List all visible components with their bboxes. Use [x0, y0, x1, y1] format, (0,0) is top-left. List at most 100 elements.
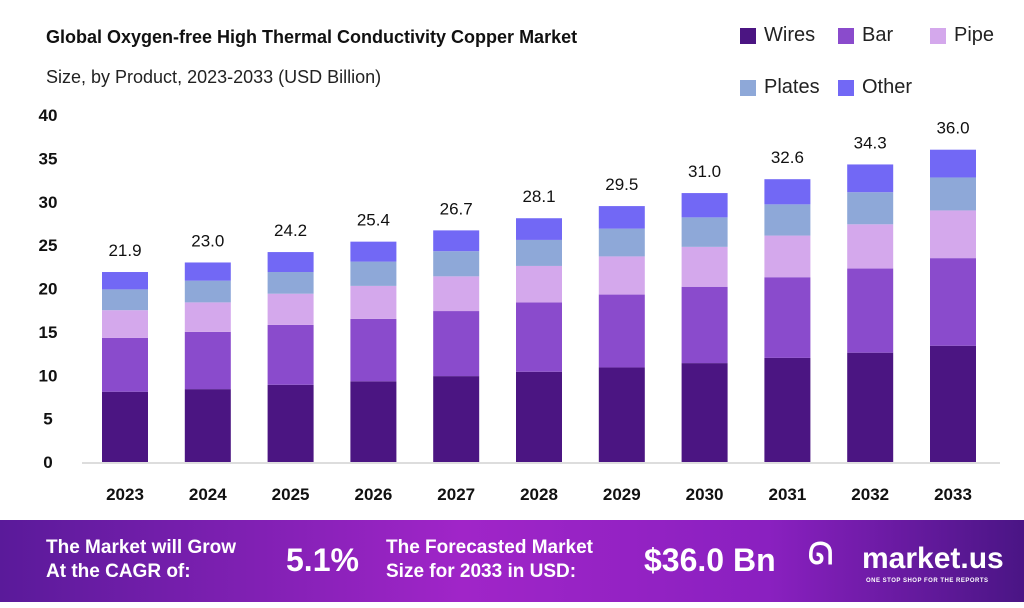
forecast-value: $36.0 Bn: [644, 542, 776, 578]
bar-segment-plates: [681, 217, 728, 247]
bar-segment-wires: [184, 389, 231, 462]
bar-segment-plates: [598, 228, 645, 257]
cagr-label: The Market will Grow At the CAGR of:: [46, 536, 236, 584]
legend-swatch: [838, 79, 854, 96]
bar-segment-pipe: [350, 285, 397, 319]
bar-segment-bar: [930, 258, 976, 346]
data-label-total: 21.9: [108, 241, 141, 260]
y-tick-label: 10: [39, 366, 58, 385]
bar-segment-bar: [184, 331, 231, 390]
x-tick-label: 2025: [272, 485, 310, 504]
bar-segment-bar: [516, 302, 562, 372]
chart-title: Global Oxygen-free High Thermal Conducti…: [46, 27, 578, 47]
bar-segment-plates: [930, 177, 976, 211]
bar-segment-pipe: [598, 256, 645, 295]
x-tick-label: 2023: [106, 485, 144, 504]
bar-segment-bar: [433, 311, 480, 377]
brand-logo-icon: ᘏ: [808, 538, 833, 571]
bar-segment-bar: [764, 277, 811, 358]
data-label-total: 31.0: [688, 162, 721, 181]
legend-item-other: Other: [838, 76, 912, 99]
bar-segment-other: [598, 206, 645, 229]
bar-segment-wires: [930, 345, 976, 462]
data-label-total: 36.0: [936, 119, 969, 138]
legend-item-bar: Bar: [838, 24, 893, 47]
bar-segment-plates: [764, 204, 811, 236]
y-tick-label: 5: [43, 410, 52, 429]
bar-segment-bar: [102, 337, 148, 392]
bar-segment-other: [764, 179, 811, 205]
x-tick-label: 2030: [686, 485, 724, 504]
bar-segment-wires: [764, 357, 811, 462]
y-tick-label: 15: [39, 323, 58, 342]
x-tick-label: 2033: [934, 485, 972, 504]
data-label-total: 32.6: [771, 148, 804, 167]
y-tick-label: 40: [39, 106, 58, 125]
bar-segment-pipe: [184, 302, 231, 332]
legend-label: Pipe: [954, 24, 995, 46]
x-tick-label: 2032: [851, 485, 889, 504]
y-tick-label: 35: [39, 149, 58, 168]
bar-segment-other: [847, 164, 894, 193]
bar-segment-other: [681, 193, 728, 218]
bar-segment-plates: [102, 289, 148, 311]
y-tick-label: 30: [39, 193, 58, 212]
x-tick-label: 2026: [354, 485, 392, 504]
bar-segment-pipe: [433, 276, 480, 312]
bar-segment-other: [350, 241, 397, 262]
x-tick-label: 2029: [603, 485, 641, 504]
cagr-label-line2: At the CAGR of:: [46, 561, 191, 582]
bar-segment-pipe: [764, 235, 811, 278]
x-tick-label: 2024: [189, 485, 227, 504]
bar-segment-wires: [516, 371, 562, 462]
bar-segment-bar: [267, 324, 314, 385]
bar-segment-plates: [184, 280, 231, 303]
legend-label: Plates: [764, 76, 820, 98]
data-label-total: 29.5: [605, 175, 638, 194]
bar-segment-wires: [433, 376, 480, 462]
bar-segment-wires: [102, 391, 148, 462]
bar-segment-other: [516, 218, 562, 240]
bar-segment-other: [930, 149, 976, 178]
legend-label: Wires: [764, 24, 816, 46]
bar-segment-pipe: [847, 224, 894, 269]
chart-subtitle: Size, by Product, 2023-2033 (USD Billion…: [46, 67, 382, 87]
forecast-label-line2: Size for 2033 in USD:: [386, 561, 577, 582]
bar-segment-wires: [681, 363, 728, 462]
bar-segment-pipe: [516, 265, 562, 303]
bar-segment-pipe: [102, 310, 148, 338]
bar-segment-bar: [598, 294, 645, 368]
legend-label: Other: [862, 76, 913, 98]
brand-name: market.us: [862, 542, 1004, 575]
bar-segment-other: [102, 272, 148, 290]
legend-swatch: [740, 27, 756, 44]
data-label-total: 25.4: [357, 211, 390, 230]
forecast-label-line1: The Forecasted Market: [386, 537, 593, 558]
data-label-total: 34.3: [854, 133, 887, 152]
legend-item-pipe: Pipe: [930, 24, 994, 47]
x-tick-label: 2028: [520, 485, 558, 504]
bar-segment-plates: [516, 239, 562, 266]
bar-segment-plates: [847, 192, 894, 225]
bar-segment-wires: [598, 367, 645, 462]
footer-banner: The Market will Grow At the CAGR of: 5.1%…: [0, 520, 1024, 602]
y-tick-label: 0: [43, 453, 52, 472]
data-label-total: 23.0: [191, 231, 224, 250]
bar-segment-bar: [847, 268, 894, 353]
legend-label: Bar: [862, 24, 894, 46]
x-tick-label: 2031: [768, 485, 806, 504]
forecast-label: The Forecasted Market Size for 2033 in US…: [386, 536, 593, 584]
bar-segment-other: [433, 230, 480, 252]
bar-segment-pipe: [930, 210, 976, 259]
bar-segment-bar: [350, 318, 397, 382]
data-label-total: 26.7: [440, 199, 473, 218]
legend-item-plates: Plates: [740, 76, 820, 99]
legend-item-wires: Wires: [740, 24, 815, 47]
bar-segment-bar: [681, 286, 728, 364]
bar-segment-wires: [267, 384, 314, 462]
chart-area: 0 5 10 15 2025 30 35 40 21.9 2023 23.0 2024 24.2 20 25…: [39, 106, 1000, 504]
bar-segment-other: [184, 262, 231, 281]
data-label-total: 24.2: [274, 221, 307, 240]
legend-swatch: [740, 79, 756, 96]
y-tick-label: 20: [39, 280, 58, 299]
